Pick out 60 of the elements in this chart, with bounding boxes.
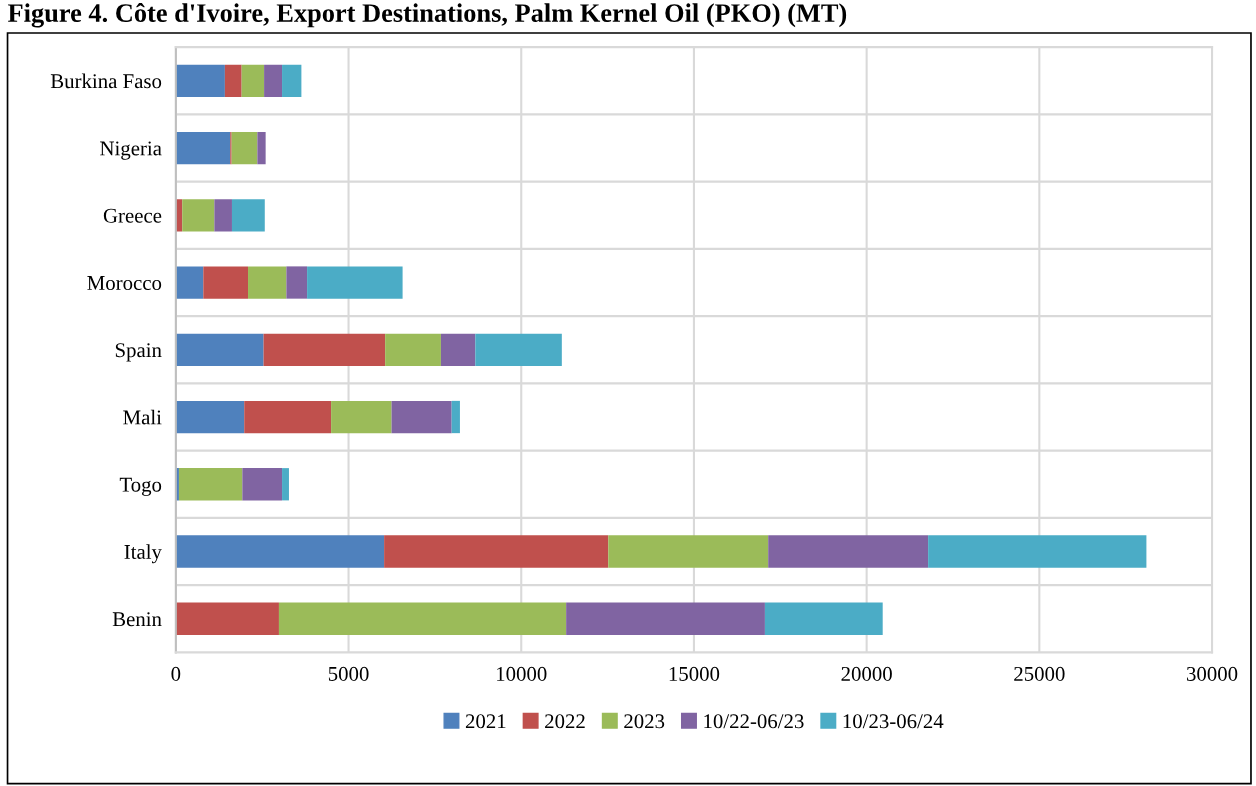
y-tick-label: Greece bbox=[103, 208, 162, 223]
x-tick-label: 15000 bbox=[669, 666, 720, 681]
bar bbox=[282, 64, 302, 97]
bar bbox=[244, 400, 332, 434]
bar bbox=[384, 535, 609, 568]
y-tick-label: Togo bbox=[119, 477, 162, 496]
bar bbox=[175, 535, 385, 568]
x-tick-label: 25000 bbox=[1014, 666, 1065, 681]
bar bbox=[241, 64, 265, 97]
bar bbox=[231, 131, 258, 165]
bar bbox=[768, 535, 929, 568]
bar bbox=[282, 468, 289, 501]
x-tick-label: 10000 bbox=[497, 666, 547, 681]
legend-label: 2021 bbox=[465, 714, 506, 729]
bar bbox=[286, 266, 308, 299]
bar bbox=[214, 199, 232, 232]
bar bbox=[391, 400, 452, 434]
x-tick-label: 20000 bbox=[841, 666, 892, 681]
bar bbox=[203, 266, 249, 299]
bar bbox=[764, 602, 883, 635]
x-tick-label: 30000 bbox=[1186, 666, 1238, 681]
bar bbox=[175, 400, 245, 434]
y-tick-label: Italy bbox=[124, 544, 162, 564]
bar bbox=[178, 468, 243, 501]
bar bbox=[257, 131, 266, 165]
bar bbox=[175, 266, 204, 299]
y-tick-label: Nigeria bbox=[100, 141, 162, 160]
bar bbox=[263, 333, 386, 366]
bar bbox=[928, 535, 1147, 568]
bar bbox=[475, 333, 562, 366]
bar bbox=[451, 400, 460, 434]
bar bbox=[440, 333, 476, 366]
bar bbox=[331, 400, 392, 434]
bar bbox=[231, 199, 265, 232]
y-tick-label: Morocco bbox=[87, 276, 162, 290]
legend-label: 10/22-06/23 bbox=[704, 714, 804, 729]
y-tick-label: Benin bbox=[112, 612, 162, 627]
bar bbox=[175, 333, 264, 366]
bar bbox=[248, 266, 287, 299]
bar bbox=[264, 64, 283, 97]
bar bbox=[608, 535, 769, 568]
bar bbox=[242, 468, 283, 501]
x-tick-label: 0 bbox=[171, 666, 181, 681]
y-tick-label: Burkina Faso bbox=[50, 73, 162, 89]
bar bbox=[175, 64, 225, 97]
chart-title: Figure 4. Côte d'Ivoire, Export Destinations, Palm Kernel Oil (PKO) (MT) bbox=[7, 3, 847, 28]
bar bbox=[278, 602, 567, 635]
x-tick-label: 5000 bbox=[328, 666, 369, 681]
bar bbox=[307, 266, 403, 299]
bar bbox=[175, 602, 279, 635]
bar bbox=[175, 131, 231, 165]
bar bbox=[182, 199, 215, 232]
bar bbox=[385, 333, 441, 366]
bar bbox=[224, 64, 242, 97]
legend-label: 2023 bbox=[624, 714, 665, 729]
legend-label: 10/23-06/24 bbox=[843, 714, 944, 729]
y-tick-label: Mali bbox=[123, 409, 162, 425]
y-tick-label: Spain bbox=[115, 343, 162, 362]
legend-label: 2022 bbox=[545, 714, 585, 729]
bar bbox=[566, 602, 765, 635]
